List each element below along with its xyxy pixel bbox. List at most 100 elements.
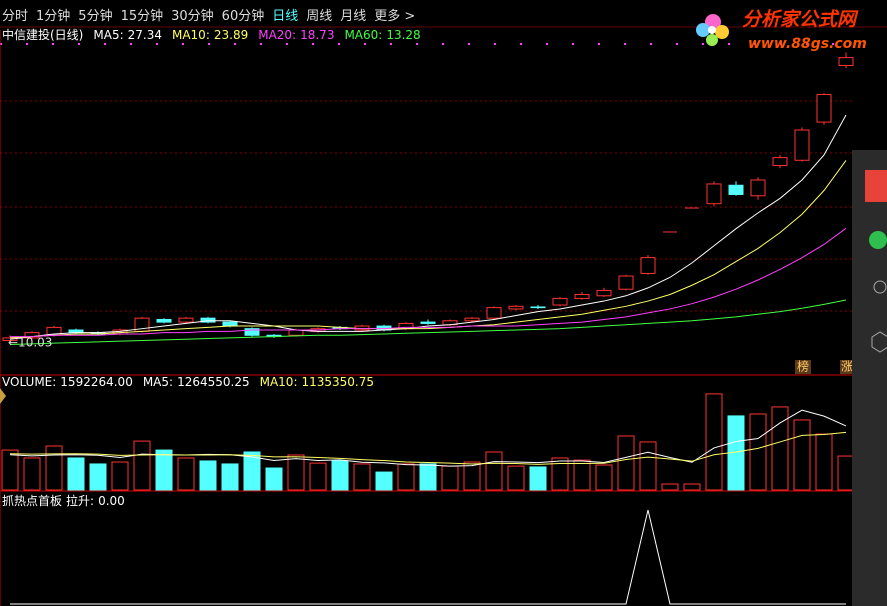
candle-body: [156, 318, 172, 323]
volume-bar: [375, 471, 393, 491]
volume-bar: [815, 433, 833, 491]
candle-body: [750, 179, 766, 197]
tab[interactable]: 月线: [340, 9, 367, 24]
volume-bar: [1, 449, 19, 491]
volume-bar: [463, 461, 481, 491]
volume-bar: [441, 465, 459, 491]
ma-value: 23.89: [213, 28, 249, 42]
ma-name: MA60:: [344, 28, 383, 42]
candle-body: [244, 328, 260, 336]
volume-bar: [309, 462, 327, 491]
volume-bar: [617, 435, 635, 491]
volume-title: VOLUME:: [2, 375, 57, 389]
ma-line: [9, 114, 847, 340]
candle-body: [640, 257, 656, 274]
tab[interactable]: 日线: [272, 9, 299, 24]
wechat-icon[interactable]: [869, 231, 887, 249]
volume-bar: [221, 463, 239, 491]
volume-bar: [111, 461, 129, 491]
tab[interactable]: 分时: [2, 9, 29, 24]
ma-name: MA10:: [259, 375, 298, 389]
ma-name: MA20:: [258, 28, 297, 42]
indicator-line: [10, 509, 846, 605]
volume-bar: [45, 445, 63, 491]
volume-bar: [507, 465, 525, 491]
candle-body: [574, 293, 590, 299]
ma-line: [9, 299, 847, 345]
volume-bar: [89, 463, 107, 491]
volume-bar: [485, 451, 503, 491]
price-header: 中信建投(日线) MA5: 27.34 MA10: 23.89 MA20: 18.73 MA6…: [2, 26, 431, 43]
ma-name: MA5:: [93, 28, 124, 42]
low-marker: ←10.03: [8, 335, 52, 349]
ma-line: [9, 409, 847, 467]
tab[interactable]: 更多 >: [374, 9, 416, 24]
volume-bar: [133, 440, 151, 491]
volume-bar: [199, 460, 217, 491]
candle-body: [200, 317, 216, 323]
candle-body: [420, 321, 436, 324]
tab[interactable]: 30分钟: [171, 9, 214, 24]
candle-body: [530, 306, 546, 309]
badge: 涨: [841, 359, 853, 374]
ma-value: 27.34: [127, 28, 162, 42]
candle-body: [838, 57, 854, 67]
volume-bar: [837, 455, 855, 491]
logo-title: 分析家公式网: [742, 9, 859, 31]
ma-value: 18.73: [300, 28, 335, 42]
candle-body: [596, 290, 612, 297]
side-panel: [852, 150, 887, 606]
volume-bar: [243, 451, 261, 491]
tab[interactable]: 周线: [306, 9, 333, 24]
volume-bar: [287, 454, 305, 491]
volume-bar: [155, 449, 173, 491]
candle-body: [728, 184, 744, 195]
candle-body: [222, 321, 238, 327]
candle-body: [508, 305, 524, 310]
badge-bg: [840, 360, 854, 374]
logo-url: www.88gs.com: [748, 36, 867, 52]
expand-arrow[interactable]: [0, 388, 6, 404]
volume-bar: [23, 457, 41, 491]
tab[interactable]: 1分钟: [36, 9, 71, 24]
tab[interactable]: 15分钟: [120, 9, 164, 24]
indicator-title: 抓热点首板: [2, 494, 63, 508]
badge: 榜: [797, 359, 809, 374]
tab[interactable]: 60分钟: [221, 9, 265, 24]
volume-bar: [353, 463, 371, 491]
volume-value: 1592264.00: [60, 375, 133, 389]
badge-bg: [795, 360, 811, 374]
volume-bar: [683, 483, 701, 491]
ma-value: 1135350.75: [301, 375, 375, 389]
candle-body: [552, 297, 568, 306]
ma-line: [10, 227, 847, 338]
candle-body: [772, 157, 788, 167]
volume-bar: [67, 457, 85, 491]
volume-bar: [573, 459, 591, 491]
volume-bar: [749, 413, 767, 491]
indicator-name: 拉升:: [66, 494, 95, 508]
candle-body: [794, 129, 810, 161]
volume-bar: [265, 467, 283, 491]
side-button[interactable]: [865, 170, 887, 202]
user-icon[interactable]: [873, 280, 887, 294]
volume-bar: [639, 441, 657, 491]
volume-bar: [419, 463, 437, 491]
indicator-header: 抓热点首板 拉升: 0.00: [2, 492, 135, 509]
ma-line: [9, 160, 847, 339]
ma-line: [9, 431, 847, 465]
box-icon[interactable]: [871, 331, 887, 353]
logo: 分析家公式网 www.88gs.com: [696, 9, 867, 52]
indicator-value: 0.00: [98, 494, 125, 508]
volume-bar: [705, 393, 723, 491]
candle-body: [178, 317, 194, 323]
candle-body: [706, 183, 722, 205]
ma-value: 13.28: [386, 28, 421, 42]
volume-bar: [529, 466, 547, 491]
volume-header: VOLUME: 1592264.00 MA5: 1264550.25 MA10: 1135…: [2, 375, 384, 389]
volume-bar: [331, 460, 349, 491]
tab[interactable]: 5分钟: [78, 9, 113, 24]
chart-title: 中信建投(日线): [2, 28, 84, 42]
